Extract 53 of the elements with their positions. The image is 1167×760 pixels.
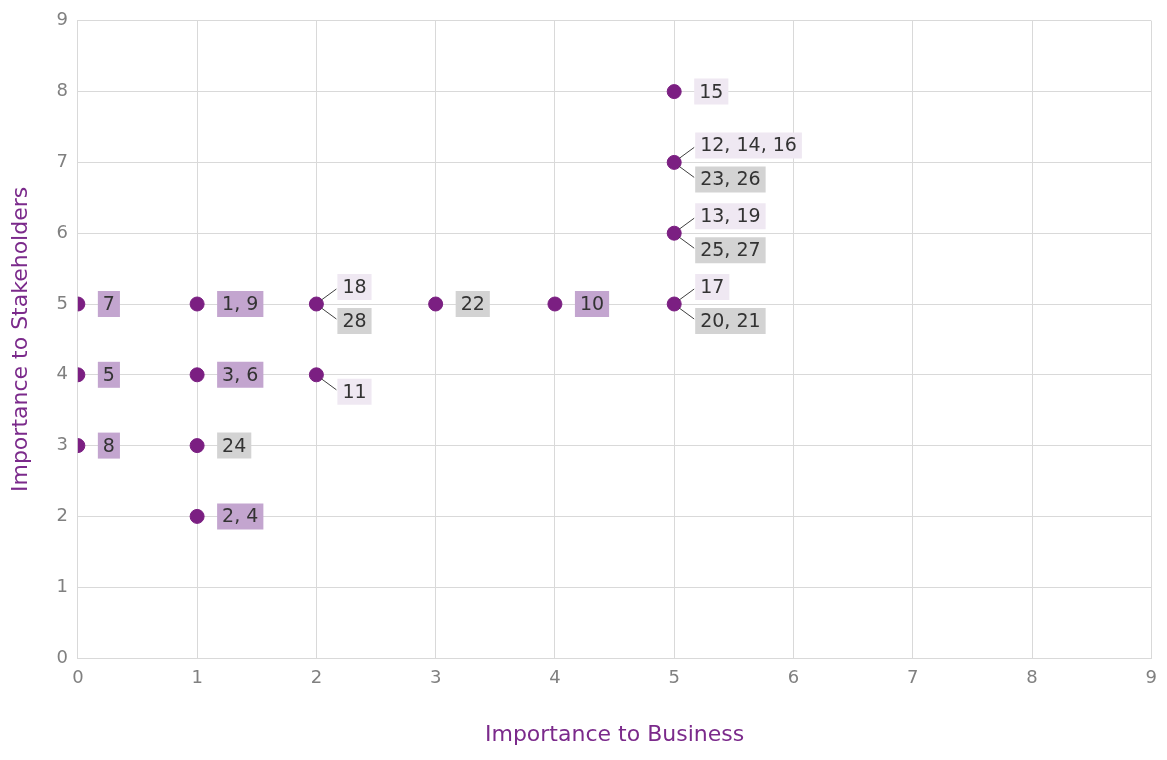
annotation: 17 [700, 274, 725, 297]
annotation: 23, 26 [700, 167, 761, 190]
y-tick-label: 0 [56, 645, 68, 667]
annotation: 8 [102, 433, 115, 456]
point [308, 296, 324, 312]
annotation: 28 [342, 308, 367, 331]
y-tick-label: 1 [56, 574, 68, 596]
x-tick-label: 1 [191, 666, 203, 688]
annotation: 2, 4 [222, 504, 259, 527]
y-tick-label: 6 [56, 220, 68, 242]
point [189, 508, 205, 524]
annotation: 24 [222, 433, 247, 456]
point [666, 154, 682, 170]
annotation: 3, 6 [222, 362, 259, 385]
x-tick-label: 5 [668, 666, 680, 688]
x-axis-title: Importance to Business [484, 720, 745, 746]
annotation: 10 [579, 291, 605, 314]
annotation: 25, 27 [700, 238, 761, 261]
point [189, 438, 205, 454]
x-tick-label: 7 [907, 666, 919, 688]
point [428, 296, 444, 312]
annotation: 7 [102, 291, 115, 314]
x-tick-label: 2 [310, 666, 323, 688]
y-tick-label: 8 [56, 79, 68, 101]
annotation: 22 [460, 291, 485, 314]
x-tick-label: 4 [549, 666, 561, 688]
x-tick-label: 9 [1145, 666, 1157, 688]
y-axis-title: Importance to Stakeholders [6, 186, 32, 493]
annotation: 13, 19 [700, 204, 761, 227]
point [666, 84, 682, 100]
point [666, 225, 682, 241]
y-tick-label: 4 [56, 362, 68, 384]
point [308, 367, 324, 383]
x-tick-label: 3 [429, 666, 442, 688]
annotation: 5 [102, 362, 115, 385]
point [189, 296, 205, 312]
y-tick-label: 9 [56, 8, 68, 30]
x-tick-label: 6 [787, 666, 800, 688]
annotation: 11 [342, 379, 367, 402]
y-tick-label: 3 [56, 433, 68, 455]
annotation: 12, 14, 16 [700, 133, 797, 156]
annotation: 20, 21 [700, 308, 761, 331]
x-tick-label: 8 [1026, 666, 1038, 688]
point [666, 296, 682, 312]
point [189, 367, 205, 383]
x-tick-label: 0 [72, 666, 84, 688]
point [547, 296, 563, 312]
y-tick-label: 7 [56, 150, 68, 172]
annotation: 18 [342, 274, 367, 297]
y-tick-label: 5 [56, 291, 68, 313]
annotation: 15 [699, 79, 724, 102]
annotation: 1, 9 [222, 291, 259, 314]
y-tick-label: 2 [56, 504, 68, 526]
